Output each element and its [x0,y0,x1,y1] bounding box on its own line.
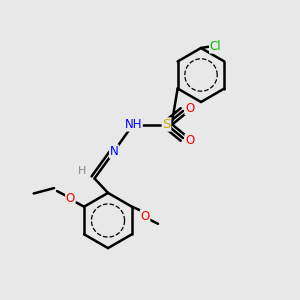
Text: H: H [78,166,86,176]
Text: S: S [162,118,171,131]
Text: NH: NH [125,118,142,131]
Text: O: O [140,210,150,223]
Text: O: O [185,134,194,148]
Text: N: N [110,145,118,158]
Text: O: O [185,101,194,115]
Text: O: O [66,192,75,205]
Text: Cl: Cl [210,40,221,53]
